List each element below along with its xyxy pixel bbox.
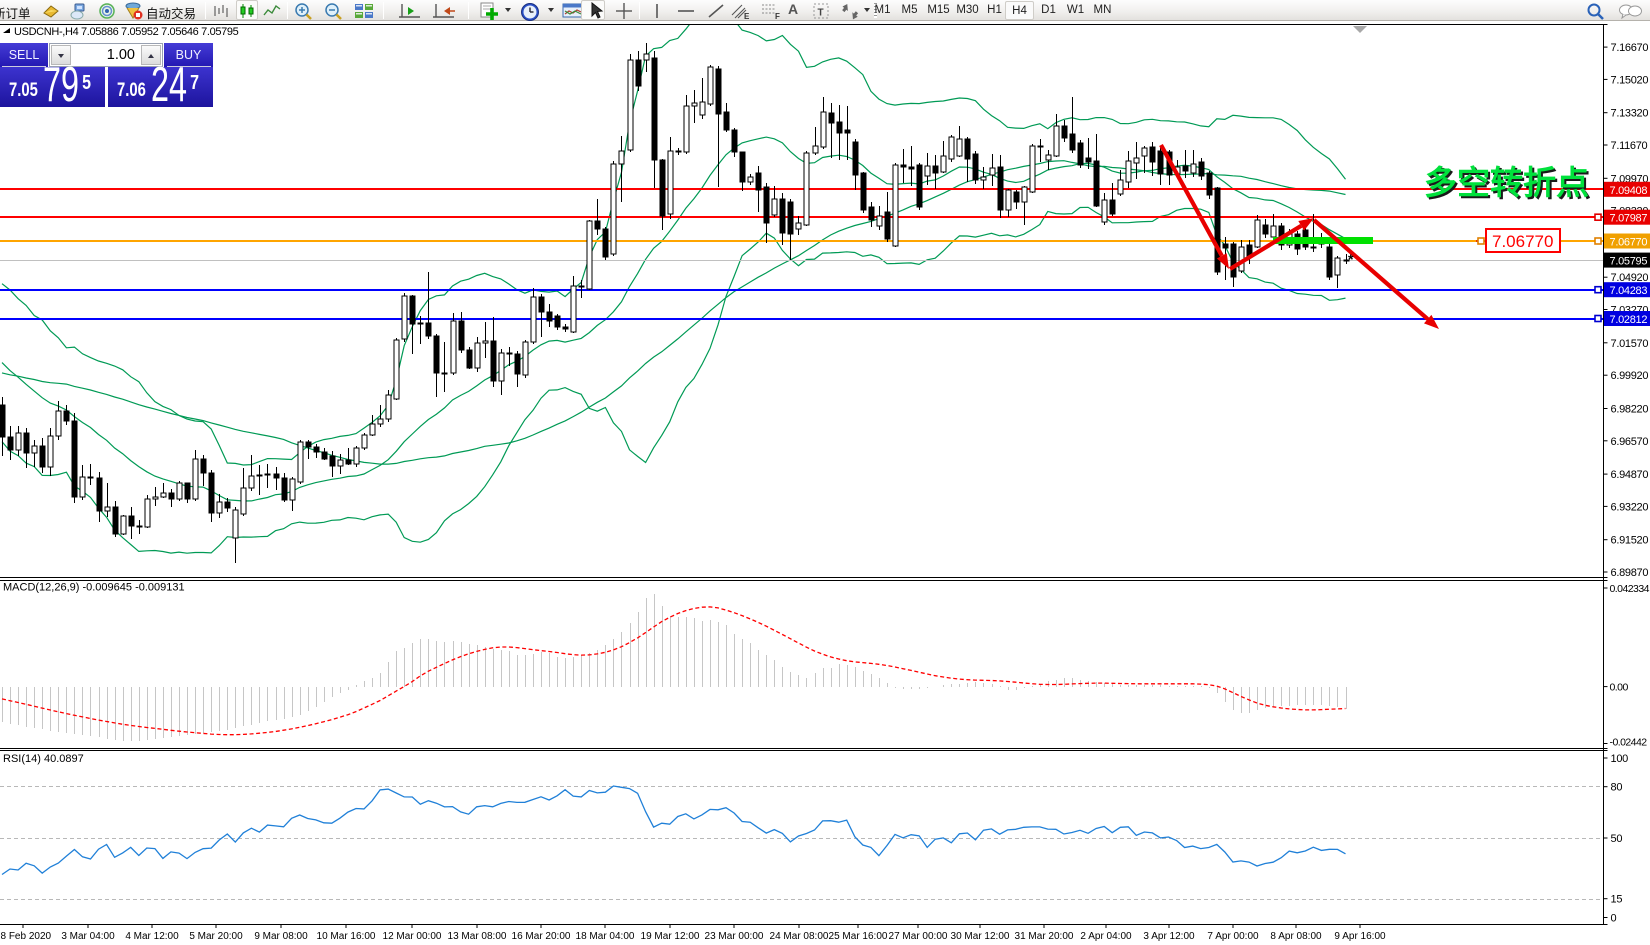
svg-text:19 Mar 12:00: 19 Mar 12:00 bbox=[641, 931, 700, 942]
svg-text:6.93220: 6.93220 bbox=[1611, 501, 1649, 513]
svg-text:12 Mar 00:00: 12 Mar 00:00 bbox=[383, 931, 442, 942]
svg-text:0: 0 bbox=[1611, 913, 1617, 925]
svg-text:9 Apr 16:00: 9 Apr 16:00 bbox=[1334, 931, 1386, 942]
svg-text:7.07987: 7.07987 bbox=[1610, 213, 1648, 225]
svg-text:23 Mar 00:00: 23 Mar 00:00 bbox=[705, 931, 764, 942]
svg-text:RSI(14) 40.0897: RSI(14) 40.0897 bbox=[3, 753, 84, 765]
svg-text:25 Mar 16:00: 25 Mar 16:00 bbox=[829, 931, 888, 942]
svg-text:100: 100 bbox=[1611, 753, 1629, 765]
svg-text:28 Feb 2020: 28 Feb 2020 bbox=[0, 931, 52, 942]
svg-text:9 Mar 08:00: 9 Mar 08:00 bbox=[254, 931, 308, 942]
svg-text:50: 50 bbox=[1611, 833, 1623, 845]
svg-text:13 Mar 08:00: 13 Mar 08:00 bbox=[448, 931, 507, 942]
svg-text:10 Mar 16:00: 10 Mar 16:00 bbox=[317, 931, 376, 942]
svg-text:6.94870: 6.94870 bbox=[1611, 469, 1649, 481]
svg-text:7.04920: 7.04920 bbox=[1611, 272, 1649, 284]
svg-text:5 Mar 20:00: 5 Mar 20:00 bbox=[189, 931, 243, 942]
svg-text:7 Apr 00:00: 7 Apr 00:00 bbox=[1207, 931, 1259, 942]
svg-text:6.98220: 6.98220 bbox=[1611, 404, 1649, 416]
svg-text:7.09408: 7.09408 bbox=[1610, 185, 1648, 197]
svg-text:6.91520: 6.91520 bbox=[1611, 535, 1649, 547]
svg-text:80: 80 bbox=[1611, 782, 1623, 794]
svg-text:2 Apr 04:00: 2 Apr 04:00 bbox=[1080, 931, 1132, 942]
svg-text:6.96570: 6.96570 bbox=[1611, 436, 1649, 448]
svg-text:24 Mar 08:00: 24 Mar 08:00 bbox=[770, 931, 829, 942]
svg-text:31 Mar 20:00: 31 Mar 20:00 bbox=[1015, 931, 1074, 942]
svg-text:16 Mar 20:00: 16 Mar 20:00 bbox=[512, 931, 571, 942]
svg-text:7.05795: 7.05795 bbox=[1610, 256, 1648, 268]
svg-text:7.06770: 7.06770 bbox=[1492, 232, 1553, 251]
svg-text:3 Mar 04:00: 3 Mar 04:00 bbox=[61, 931, 115, 942]
svg-text:7.01570: 7.01570 bbox=[1611, 338, 1649, 350]
svg-text:7.04283: 7.04283 bbox=[1610, 285, 1648, 297]
svg-text:多空转折点: 多空转折点 bbox=[1424, 164, 1589, 201]
svg-text:7.15020: 7.15020 bbox=[1611, 74, 1649, 86]
svg-text:MACD(12,26,9) -0.009645 -0.009: MACD(12,26,9) -0.009645 -0.009131 bbox=[3, 582, 185, 594]
svg-text:0.042334: 0.042334 bbox=[1610, 583, 1650, 595]
svg-text:7.02812: 7.02812 bbox=[1610, 314, 1648, 326]
svg-text:7.11670: 7.11670 bbox=[1611, 140, 1648, 152]
svg-text:-0.02442: -0.02442 bbox=[1610, 737, 1648, 749]
svg-text:6.99920: 6.99920 bbox=[1611, 370, 1649, 382]
svg-text:0.00: 0.00 bbox=[1610, 682, 1629, 694]
svg-text:6.89870: 6.89870 bbox=[1611, 567, 1649, 579]
svg-text:3 Apr 12:00: 3 Apr 12:00 bbox=[1143, 931, 1195, 942]
svg-text:7.06770: 7.06770 bbox=[1610, 237, 1648, 249]
svg-text:E: E bbox=[744, 12, 750, 21]
svg-text:F: F bbox=[775, 12, 780, 21]
svg-text:18 Mar 04:00: 18 Mar 04:00 bbox=[576, 931, 635, 942]
svg-text:USDCNH-,H4 7.05886 7.05952 7.: USDCNH-,H4 7.05886 7.05952 7.05646 7.057… bbox=[14, 26, 239, 38]
svg-text:7.13320: 7.13320 bbox=[1611, 108, 1649, 120]
svg-text:7.16670: 7.16670 bbox=[1611, 42, 1649, 54]
svg-text:30 Mar 12:00: 30 Mar 12:00 bbox=[951, 931, 1010, 942]
svg-text:4 Mar 12:00: 4 Mar 12:00 bbox=[125, 931, 179, 942]
svg-text:8 Apr 08:00: 8 Apr 08:00 bbox=[1270, 931, 1322, 942]
svg-text:15: 15 bbox=[1611, 894, 1623, 906]
svg-text:*: * bbox=[1348, 251, 1354, 267]
svg-text:27 Mar 00:00: 27 Mar 00:00 bbox=[889, 931, 948, 942]
svg-text:T: T bbox=[818, 8, 824, 19]
